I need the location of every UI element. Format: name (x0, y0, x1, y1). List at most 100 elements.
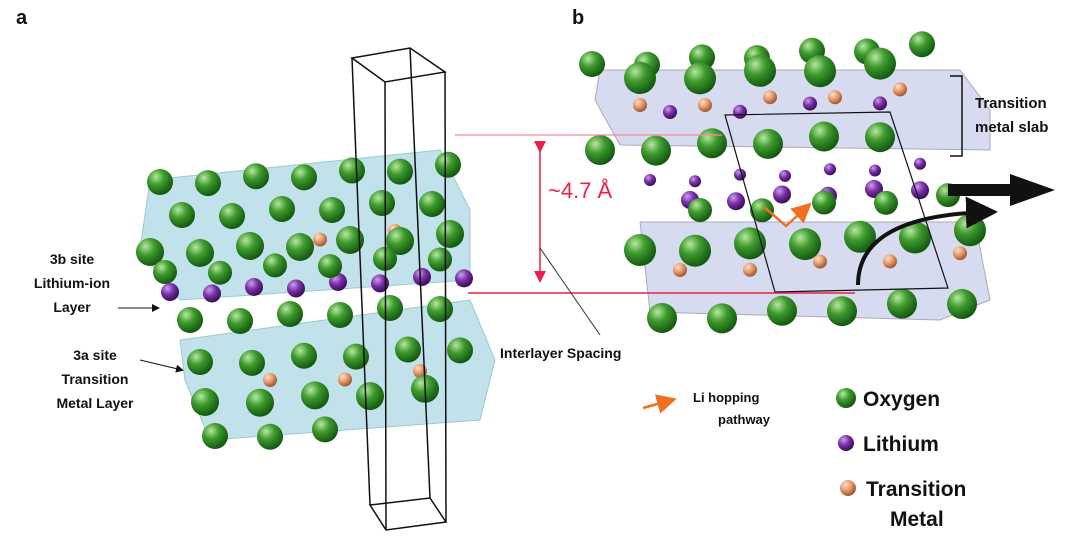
atom (743, 263, 757, 277)
atom (873, 96, 887, 110)
bracket-label: Transition (975, 95, 1047, 112)
atom (688, 198, 712, 222)
atom (824, 163, 836, 175)
atom (779, 170, 791, 182)
atom (684, 62, 716, 94)
atom (147, 169, 173, 195)
atom (809, 122, 839, 152)
atom (263, 373, 277, 387)
atom (773, 185, 791, 203)
atom (954, 214, 986, 246)
legend-text: Metal (890, 508, 944, 531)
atom (427, 296, 453, 322)
atom (191, 388, 219, 416)
atom (387, 159, 413, 185)
atom (219, 203, 245, 229)
annotation: 3a site (73, 347, 117, 363)
atom (447, 337, 473, 363)
panel-label: b (572, 7, 584, 29)
atom (869, 165, 881, 177)
atom (227, 308, 253, 334)
atom (947, 289, 977, 319)
atom (803, 97, 817, 111)
annotation: Transition (62, 371, 129, 387)
bracket-label: metal slab (975, 119, 1048, 136)
atom (733, 105, 747, 119)
pointer (140, 360, 182, 370)
atom (413, 268, 431, 286)
atom (914, 158, 926, 170)
atom (734, 169, 746, 181)
atom (177, 307, 203, 333)
atom (804, 55, 836, 87)
atom (245, 278, 263, 296)
atom (208, 261, 232, 285)
atom (883, 254, 897, 268)
atom (356, 382, 384, 410)
annotation: 3b site (50, 251, 95, 267)
atom (369, 190, 395, 216)
legend-text: pathway (718, 412, 771, 427)
atom (203, 284, 221, 302)
atom (313, 233, 327, 247)
atom (428, 248, 452, 272)
atom (647, 303, 677, 333)
atom (864, 48, 896, 80)
atom (187, 349, 213, 375)
atom (865, 122, 895, 152)
atom (395, 337, 421, 363)
atom (744, 55, 776, 87)
annotation: Metal Layer (56, 395, 134, 411)
atom (909, 31, 935, 57)
atom (750, 198, 774, 222)
atom (257, 424, 283, 450)
atom (644, 174, 656, 186)
atom (202, 423, 228, 449)
atom (312, 416, 338, 442)
atom (339, 157, 365, 183)
atom (753, 129, 783, 159)
atom (767, 296, 797, 326)
atom (169, 202, 195, 228)
atom (707, 303, 737, 333)
spacing-value: ~4.7 Å (548, 178, 613, 203)
legend-swatch (836, 388, 856, 408)
atom (813, 255, 827, 269)
atom (874, 191, 898, 215)
atom (277, 301, 303, 327)
leader-line (540, 248, 600, 335)
atom (318, 254, 342, 278)
atom (243, 163, 269, 189)
atom (291, 164, 317, 190)
atom (698, 98, 712, 112)
legend-swatch (840, 480, 856, 496)
atom (319, 197, 345, 223)
legend-text: Oxygen (863, 388, 940, 411)
atom (153, 260, 177, 284)
atom (269, 196, 295, 222)
atom (327, 302, 353, 328)
legend-swatch (838, 435, 854, 451)
atom (812, 191, 836, 215)
atom (195, 170, 221, 196)
atom (579, 51, 605, 77)
atom (161, 283, 179, 301)
atom (436, 220, 464, 248)
atom (679, 235, 711, 267)
atom (663, 105, 677, 119)
atom (641, 136, 671, 166)
figure: ~4.7 Å Interlayer Spacing a b 3b site Li… (0, 0, 1071, 536)
atom (827, 296, 857, 326)
atom (763, 90, 777, 104)
atom (828, 90, 842, 104)
atom (953, 246, 967, 260)
spacing-caption: Interlayer Spacing (500, 345, 621, 361)
atom (186, 239, 214, 267)
atom (286, 233, 314, 261)
atom (624, 62, 656, 94)
atom (377, 295, 403, 321)
atom (633, 98, 647, 112)
atom (338, 373, 352, 387)
atom (435, 152, 461, 178)
atom (887, 289, 917, 319)
